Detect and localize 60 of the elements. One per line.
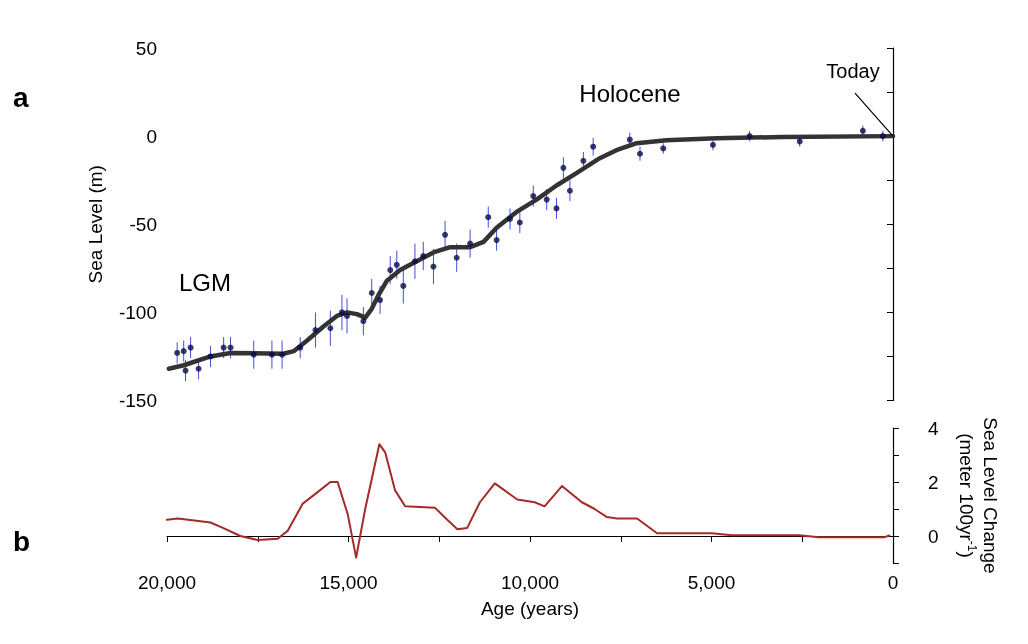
point [590,143,597,150]
y2-tick-label: 4 [928,417,939,439]
point [338,309,345,316]
point [377,297,384,304]
point [530,193,537,200]
point [507,215,514,222]
x-tick-label: 20,000 [137,572,197,593]
point [207,353,214,360]
y-axis-title: Sea Level (m) [85,165,106,284]
y-tick-label: -150 [118,390,157,411]
y2-tick-label: 2 [928,471,939,493]
point [297,344,304,351]
y2-tick-label: 0 [928,525,939,547]
y-tick-label: -50 [129,213,157,235]
point [250,351,257,358]
point [420,252,427,259]
point [560,164,567,171]
x-tick-label: 5,000 [687,572,736,593]
annotation: Today [826,60,880,83]
y-tick-label: 50 [135,37,157,59]
point [543,196,550,203]
point [637,150,643,157]
point [411,258,418,265]
point [180,348,187,355]
point [312,327,319,333]
point [467,240,474,247]
point [279,351,286,358]
annotation: Holocene [579,79,681,107]
point [220,344,227,351]
annotation: LGM [178,268,232,296]
x-tick-label: 15,000 [319,572,378,593]
point [442,231,449,238]
x-tick-label: 10,000 [500,572,560,593]
y-tick-label: 0 [146,125,157,147]
point [360,318,367,325]
point [516,219,523,226]
point [493,237,500,244]
point [430,263,437,270]
line-series [166,133,896,372]
point [344,312,351,319]
point [187,344,194,351]
x-tick-label: 0 [887,572,899,593]
point [580,157,587,164]
y-tick-label: -100 [118,301,157,323]
point [387,267,394,274]
point [393,261,400,268]
text: a [13,81,29,113]
point [566,187,573,194]
point [368,289,375,296]
point [327,325,334,332]
point [268,351,275,358]
point [174,349,181,356]
point [182,367,189,374]
point [485,214,492,221]
point [626,136,633,143]
point [453,254,460,261]
x-axis-title: Age (years) [480,598,580,619]
text: b [13,525,31,557]
point [195,365,202,372]
point [400,282,407,289]
